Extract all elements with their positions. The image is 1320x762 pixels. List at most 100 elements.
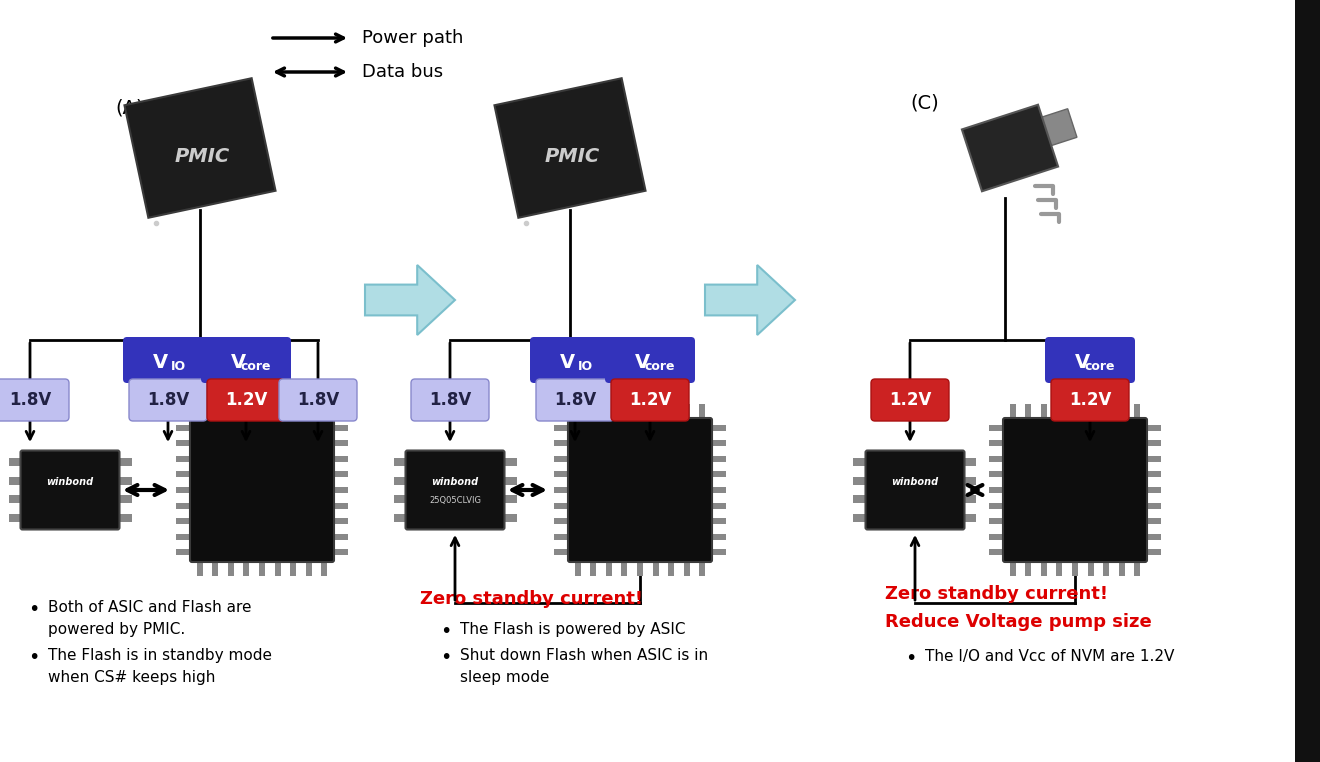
FancyBboxPatch shape xyxy=(405,450,504,530)
Bar xyxy=(652,404,659,420)
FancyBboxPatch shape xyxy=(411,379,488,421)
Bar xyxy=(333,503,348,508)
Text: IO: IO xyxy=(577,360,593,373)
Bar xyxy=(638,404,643,420)
Bar xyxy=(228,404,234,420)
Bar xyxy=(622,560,627,576)
Bar xyxy=(1295,0,1320,762)
Bar xyxy=(197,404,203,420)
Bar xyxy=(1026,404,1031,420)
Text: V: V xyxy=(635,353,649,372)
FancyBboxPatch shape xyxy=(536,379,614,421)
Bar xyxy=(1144,487,1162,493)
FancyBboxPatch shape xyxy=(190,418,334,562)
Polygon shape xyxy=(366,265,455,335)
Text: Zero standby current!: Zero standby current! xyxy=(884,585,1107,603)
Text: 1.2V: 1.2V xyxy=(628,391,671,409)
Bar xyxy=(1010,404,1016,420)
Text: Power path: Power path xyxy=(362,29,463,47)
Bar xyxy=(1104,560,1109,576)
FancyBboxPatch shape xyxy=(279,379,356,421)
Bar xyxy=(554,518,570,524)
FancyBboxPatch shape xyxy=(605,337,696,383)
Text: 1.2V: 1.2V xyxy=(888,391,931,409)
Text: Data bus: Data bus xyxy=(362,63,444,81)
Bar xyxy=(333,472,348,478)
Bar xyxy=(1134,560,1140,576)
Bar xyxy=(554,487,570,493)
Bar xyxy=(854,458,867,466)
Bar xyxy=(1026,560,1031,576)
Bar xyxy=(1041,404,1047,420)
Bar xyxy=(503,476,516,485)
Bar xyxy=(1041,560,1047,576)
Text: 1.8V: 1.8V xyxy=(147,391,189,409)
Bar xyxy=(989,487,1005,493)
Bar xyxy=(700,560,705,576)
Bar xyxy=(989,424,1005,431)
Bar xyxy=(710,456,726,462)
Bar xyxy=(333,456,348,462)
Bar xyxy=(243,560,249,576)
Bar xyxy=(854,495,867,504)
Bar xyxy=(1010,560,1016,576)
Bar xyxy=(606,404,612,420)
Bar xyxy=(503,514,516,522)
Text: •: • xyxy=(28,600,40,619)
Bar xyxy=(176,440,191,447)
Text: The Flash is in standby mode: The Flash is in standby mode xyxy=(48,648,272,663)
Bar xyxy=(228,560,234,576)
Polygon shape xyxy=(495,78,645,218)
FancyBboxPatch shape xyxy=(866,450,965,530)
FancyBboxPatch shape xyxy=(1003,418,1147,562)
Text: •: • xyxy=(440,622,451,641)
Text: PMIC: PMIC xyxy=(544,146,599,165)
Bar xyxy=(622,404,627,420)
Bar xyxy=(989,503,1005,508)
Bar xyxy=(290,404,296,420)
Bar xyxy=(306,404,312,420)
Text: •: • xyxy=(28,648,40,667)
Bar xyxy=(176,533,191,539)
Bar xyxy=(1144,533,1162,539)
Text: (C): (C) xyxy=(909,93,939,112)
Bar xyxy=(393,476,408,485)
Bar xyxy=(1088,560,1093,576)
Bar xyxy=(652,560,659,576)
Bar xyxy=(306,560,312,576)
Bar xyxy=(989,518,1005,524)
Bar xyxy=(393,495,408,504)
Bar xyxy=(1118,404,1125,420)
Bar xyxy=(213,404,218,420)
Bar xyxy=(962,476,977,485)
Bar xyxy=(213,560,218,576)
Bar xyxy=(333,518,348,524)
Text: 1.8V: 1.8V xyxy=(554,391,597,409)
Text: core: core xyxy=(240,360,271,373)
Bar xyxy=(1072,560,1078,576)
FancyBboxPatch shape xyxy=(531,337,620,383)
Bar xyxy=(333,549,348,555)
Bar xyxy=(668,404,675,420)
Bar xyxy=(710,487,726,493)
Text: (B): (B) xyxy=(515,98,544,117)
Bar xyxy=(1144,472,1162,478)
Bar xyxy=(1056,560,1063,576)
FancyBboxPatch shape xyxy=(207,379,285,421)
Bar xyxy=(554,424,570,431)
Text: 1.8V: 1.8V xyxy=(9,391,51,409)
Bar xyxy=(290,560,296,576)
Bar xyxy=(333,424,348,431)
Bar xyxy=(8,476,22,485)
Bar xyxy=(554,472,570,478)
Bar xyxy=(710,518,726,524)
Bar xyxy=(503,495,516,504)
Text: Shut down Flash when ASIC is in: Shut down Flash when ASIC is in xyxy=(459,648,708,663)
Text: •: • xyxy=(906,649,916,668)
Bar xyxy=(117,495,132,504)
Bar xyxy=(176,549,191,555)
Bar xyxy=(574,560,581,576)
Bar xyxy=(684,404,689,420)
Bar xyxy=(1144,440,1162,447)
Bar xyxy=(333,533,348,539)
